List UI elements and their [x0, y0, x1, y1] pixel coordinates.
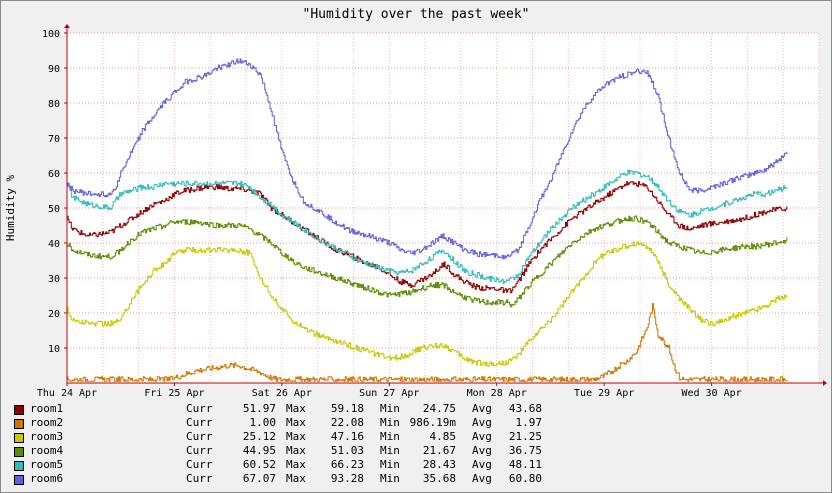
x-tick-label: Fri 25 Apr — [144, 388, 204, 399]
legend-stat-value-avg: 48.11 — [508, 458, 542, 471]
axes — [64, 24, 827, 386]
legend-stat-value-min: 21.67 — [422, 444, 456, 457]
grid — [66, 32, 820, 383]
x-tick-label: Tue 29 Apr — [574, 388, 634, 399]
legend-stat-value-max: 22.08 — [330, 416, 364, 429]
x-axis-arrow — [823, 380, 827, 386]
legend-stat-label-max: Max — [286, 444, 306, 457]
legend-stat-value-max: 47.16 — [330, 430, 364, 443]
legend-stat-label-curr: Curr — [186, 472, 213, 485]
legend-stat-label-curr: Curr — [186, 430, 213, 443]
x-tick-label: Sun 27 Apr — [359, 388, 419, 399]
legend-series-name: room3 — [30, 430, 64, 443]
series-line-room2 — [67, 303, 788, 382]
legend-stat-value-max: 66.23 — [330, 458, 364, 471]
legend-stat-label-avg: Avg — [472, 444, 492, 457]
legend-stat-label-max: Max — [286, 416, 306, 429]
legend-stat-value-max: 59.18 — [330, 402, 364, 415]
legend-series-name: room5 — [30, 458, 64, 471]
legend-series-name: room1 — [30, 402, 64, 415]
y-tick-labels: 10 20 30 40 50 60 70 80 90 100 — [42, 29, 67, 355]
legend-stat-value-max: 51.03 — [330, 444, 364, 457]
chart-title: "Humidity over the past week" — [303, 7, 530, 22]
legend-stat-label-max: Max — [286, 430, 306, 443]
y-axis-arrow — [64, 24, 70, 28]
legend-swatch — [14, 433, 24, 443]
legend-stat-label-curr: Curr — [186, 402, 213, 415]
legend-swatch — [14, 461, 24, 471]
legend-stat-label-avg: Avg — [472, 416, 492, 429]
legend-swatch — [14, 405, 24, 415]
legend-stat-value-avg: 60.80 — [508, 472, 542, 485]
legend-stat-value-avg: 43.68 — [508, 402, 542, 415]
legend-stat-label-curr: Curr — [186, 458, 213, 471]
legend-stat-value-avg: 21.25 — [508, 430, 542, 443]
legend-stat-label-min: Min — [380, 430, 400, 443]
legend-stat-label-min: Min — [380, 416, 400, 429]
legend-stat-value-curr: 51.97 — [242, 402, 276, 415]
x-tick-labels: Thu 24 Apr Fri 25 Apr Sat 26 Apr Sun 27 Apr… — [37, 383, 742, 399]
series-line-room1 — [67, 181, 788, 294]
y-tick-label: 40 — [48, 239, 60, 250]
legend-stat-value-curr: 67.07 — [242, 472, 276, 485]
legend-swatch — [14, 475, 24, 485]
x-tick-label: Wed 30 Apr — [681, 388, 741, 399]
legend-stat-value-min: 35.68 — [422, 472, 456, 485]
legend-swatch — [14, 447, 24, 457]
y-tick-label: 30 — [48, 274, 60, 285]
series-line-room5 — [67, 169, 788, 284]
y-axis-label: Humidity % — [4, 175, 17, 242]
y-tick-label: 90 — [48, 64, 60, 75]
y-tick-label: 60 — [48, 169, 60, 180]
legend-stat-value-min: 4.85 — [429, 430, 457, 443]
legend-stat-label-min: Min — [380, 402, 400, 415]
legend-stat-value-min: 28.43 — [422, 458, 456, 471]
legend-series-name: room2 — [30, 416, 64, 429]
x-tick-label: Mon 28 Apr — [467, 388, 527, 399]
legend-stat-label-min: Min — [380, 472, 400, 485]
legend-stat-value-curr: 25.12 — [242, 430, 276, 443]
legend-swatch — [14, 419, 24, 429]
x-tick-label: Thu 24 Apr — [37, 388, 97, 399]
legend-stat-label-avg: Avg — [472, 402, 492, 415]
legend-stat-value-avg: 1.97 — [515, 416, 543, 429]
legend-stat-label-avg: Avg — [472, 430, 492, 443]
legend-stat-label-avg: Avg — [472, 472, 492, 485]
humidity-chart: 10 20 30 40 50 60 70 80 90 100 Thu 24 Apr Fri 25 A… — [4, 7, 827, 399]
series-lines — [67, 58, 788, 382]
series-line-room6 — [67, 58, 788, 260]
legend-stat-value-curr: 1.00 — [249, 416, 277, 429]
y-tick-label: 80 — [48, 99, 60, 110]
legend-stat-value-max: 93.28 — [330, 472, 364, 485]
y-tick-label: 70 — [48, 134, 60, 145]
legend-stat-label-curr: Curr — [186, 416, 213, 429]
y-tick-label: 50 — [48, 204, 60, 215]
x-tick-label: Sat 26 Apr — [252, 388, 312, 399]
legend-stat-label-min: Min — [380, 458, 400, 471]
legend-stat-value-avg: 36.75 — [508, 444, 542, 457]
legend-stat-label-max: Max — [286, 402, 306, 415]
legend-stat-value-min: 986.19m — [409, 416, 456, 429]
legend-stat-value-curr: 44.95 — [242, 444, 276, 457]
series-line-room3 — [67, 241, 788, 367]
legend-stat-label-min: Min — [380, 444, 400, 457]
legend-series-name: room4 — [30, 444, 64, 457]
legend-stat-value-curr: 60.52 — [242, 458, 276, 471]
legend-stat-label-max: Max — [286, 458, 306, 471]
plot-area — [67, 33, 819, 383]
legend-stat-value-min: 24.75 — [422, 402, 456, 415]
legend-stat-label-curr: Curr — [186, 444, 213, 457]
y-tick-label: 20 — [48, 309, 60, 320]
legend-stat-label-max: Max — [286, 472, 306, 485]
series-line-room4 — [67, 215, 788, 308]
legend-series-name: room6 — [30, 472, 64, 485]
y-tick-label: 10 — [48, 344, 60, 355]
legend-stat-label-avg: Avg — [472, 458, 492, 471]
y-tick-label: 100 — [42, 29, 60, 40]
